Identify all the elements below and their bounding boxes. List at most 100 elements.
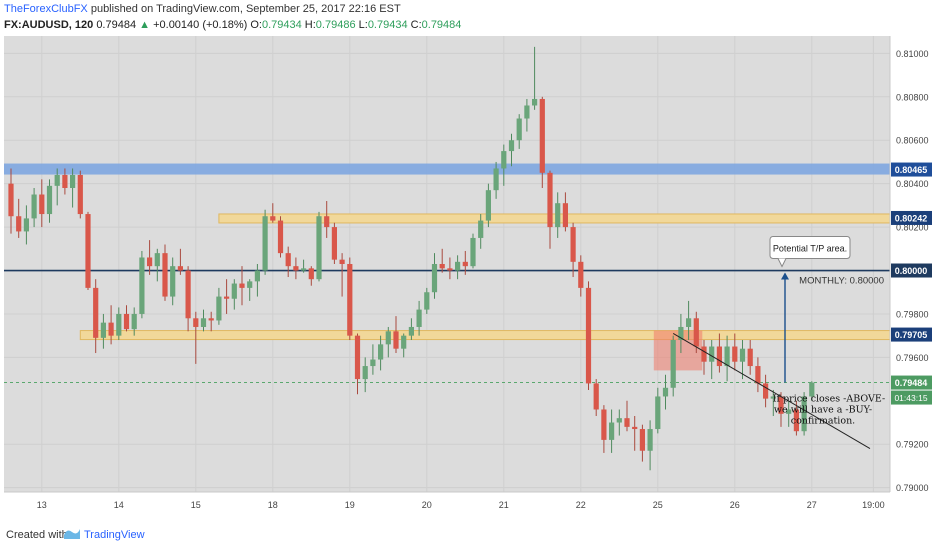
candle — [639, 424, 645, 462]
candle-body — [208, 318, 214, 321]
candle — [516, 114, 522, 149]
time-tick-label: 19 — [345, 500, 355, 510]
candle — [508, 133, 515, 167]
candle — [462, 250, 468, 275]
candle-body — [8, 183, 14, 217]
candle — [747, 340, 753, 375]
candle — [408, 318, 414, 340]
price-axis-badge-label: 0.80000 — [895, 266, 928, 276]
candle-body — [39, 194, 45, 215]
candle-body — [408, 326, 414, 336]
countdown-label: 01:43:15 — [894, 393, 927, 403]
candle — [147, 240, 153, 275]
candle — [131, 307, 137, 336]
candle-body — [786, 409, 792, 414]
candle-body — [639, 429, 645, 451]
candle — [570, 222, 576, 278]
candle — [154, 248, 160, 282]
candle-body — [231, 283, 237, 299]
candle-body — [778, 396, 784, 414]
candle — [385, 326, 391, 358]
candle-body — [709, 346, 715, 362]
candle — [593, 379, 599, 416]
last-price-readout: 0.79484 — [96, 19, 137, 31]
candle-body — [662, 387, 669, 397]
candle — [362, 357, 368, 393]
candle — [763, 374, 769, 408]
tradingview-link[interactable]: TradingView — [84, 529, 145, 541]
candle — [431, 253, 438, 299]
candle-body — [447, 268, 453, 271]
candle-body — [547, 172, 553, 228]
price-chart[interactable]: MONTHLY: 0.80000 Potential T/P area. If p… — [0, 36, 932, 516]
chart-area[interactable]: MONTHLY: 0.80000 Potential T/P area. If p… — [0, 36, 932, 516]
candle-body — [701, 346, 707, 362]
time-tick-label: 19:00 — [862, 500, 885, 510]
candle-body — [532, 98, 538, 106]
candle-body — [624, 418, 630, 427]
open-label: O: — [250, 19, 262, 31]
candle — [208, 311, 214, 332]
candle-body — [378, 344, 384, 360]
change-readout: +0.00140 (+0.18%) — [153, 19, 248, 31]
candle-body — [801, 396, 807, 432]
price-axis-badge-label: 0.80242 — [895, 213, 928, 223]
candle — [801, 392, 807, 436]
candle — [662, 374, 669, 410]
candle — [501, 144, 507, 186]
published-text: published on TradingView.com, September … — [90, 3, 401, 15]
candle-body — [70, 174, 76, 188]
candle — [8, 168, 14, 234]
candle-body — [763, 383, 769, 399]
descending-trendline — [672, 333, 871, 450]
candle-body — [562, 203, 568, 228]
candle — [647, 420, 653, 471]
candle — [578, 255, 584, 297]
candle — [739, 340, 746, 380]
candle-body — [401, 335, 407, 349]
tradingview-logo-icon[interactable] — [63, 526, 81, 540]
candle — [70, 168, 76, 208]
ohlc-readout: FX:AUDUSD, 120 0.79484 ▲ +0.00140 (+0.18… — [4, 19, 461, 31]
candle — [786, 400, 792, 427]
candle — [616, 409, 622, 436]
price-axis-badge-label: 0.80465 — [895, 165, 928, 175]
candle-body — [501, 151, 507, 169]
time-tick-label: 13 — [37, 500, 47, 510]
monthly-level-label: MONTHLY: 0.80000 — [799, 276, 884, 287]
price-axis-badge-label: 0.79484 — [895, 378, 928, 388]
candle — [439, 248, 445, 273]
plot-background — [4, 36, 890, 492]
candle — [23, 205, 29, 245]
candle-body — [724, 346, 730, 367]
candle-body — [116, 313, 122, 336]
candle — [177, 248, 183, 275]
candle-body — [85, 214, 91, 288]
candle — [632, 416, 638, 451]
candle-body — [154, 253, 160, 267]
author-link[interactable]: TheForexClubFX — [4, 3, 88, 15]
candle — [485, 183, 491, 228]
candle-body — [655, 396, 661, 430]
candle — [539, 96, 545, 188]
price-tick-label: 0.79200 — [896, 440, 929, 450]
candle-body — [270, 216, 276, 221]
candle-body — [331, 227, 337, 260]
candle — [670, 335, 676, 397]
time-tick-label: 22 — [576, 500, 586, 510]
candle — [339, 253, 345, 297]
candle-body — [424, 292, 430, 310]
price-axis-badge — [891, 263, 932, 278]
candle-body — [100, 322, 106, 338]
note-line: we will have a -BUY- — [774, 405, 872, 416]
candle-body — [478, 220, 484, 238]
candle-body — [770, 396, 776, 399]
symbol-label[interactable]: FX:AUDUSD, 120 — [4, 19, 94, 31]
candle — [239, 266, 245, 306]
price-tick-label: 0.79600 — [896, 353, 929, 363]
candle-body — [632, 426, 638, 430]
candle-body — [285, 253, 291, 267]
candle-body — [593, 383, 599, 410]
candle-body — [23, 218, 29, 232]
time-axis-background — [0, 492, 932, 516]
